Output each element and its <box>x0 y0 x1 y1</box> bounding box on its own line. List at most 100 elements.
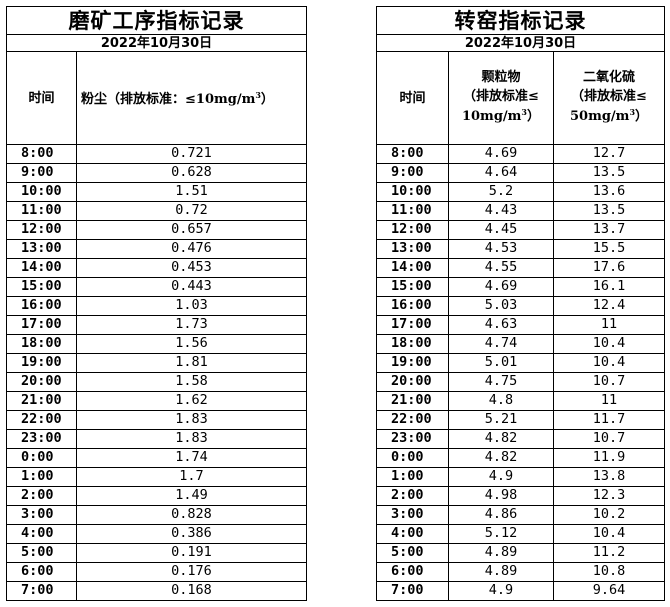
time-cell: 19:00 <box>6 353 77 373</box>
particulate-value-cell: 4.69 <box>448 277 554 297</box>
table-row: 2:00 4.98 12.3 <box>376 486 666 506</box>
so2-value-cell: 11 <box>552 315 666 335</box>
particulate-value-cell: 4.43 <box>448 201 554 221</box>
table-row: 6:00 0.176 <box>6 562 307 582</box>
time-column-header: 时间 <box>6 51 77 145</box>
table-row: 21:00 4.8 11 <box>376 391 666 411</box>
so2-value-cell: 10.4 <box>552 334 666 354</box>
so2-value-cell: 11.2 <box>552 543 666 563</box>
time-cell: 21:00 <box>376 391 449 411</box>
table-row: 9:00 4.64 13.5 <box>376 163 666 183</box>
particulate-value-cell: 5.03 <box>448 296 554 316</box>
so2-value-cell: 11.9 <box>552 448 666 468</box>
time-cell: 2:00 <box>376 486 449 506</box>
time-cell: 17:00 <box>376 315 449 335</box>
time-cell: 13:00 <box>6 239 77 259</box>
so2-value-cell: 10.4 <box>552 524 666 544</box>
time-cell: 14:00 <box>376 258 449 278</box>
dust-value-cell: 0.386 <box>76 524 307 544</box>
dust-value-cell: 0.191 <box>76 543 307 563</box>
particulate-value-cell: 5.01 <box>448 353 554 373</box>
table-row: 12:00 0.657 <box>6 220 307 240</box>
time-cell: 6:00 <box>376 562 449 582</box>
table-row: 3:00 0.828 <box>6 505 307 525</box>
time-cell: 22:00 <box>6 410 77 430</box>
so2-column-header: 二氧化硫 （排放标准≤ 50mg/m3） <box>552 51 666 145</box>
time-cell: 13:00 <box>376 239 449 259</box>
table-row: 16:00 1.03 <box>6 296 307 316</box>
time-cell: 9:00 <box>376 163 449 183</box>
so2-value-cell: 13.6 <box>552 182 666 202</box>
particulate-value-cell: 5.2 <box>448 182 554 202</box>
table-row: 10:00 5.2 13.6 <box>376 182 666 202</box>
dust-value-cell: 1.81 <box>76 353 307 373</box>
particulate-value-cell: 4.82 <box>448 429 554 449</box>
time-cell: 14:00 <box>6 258 77 278</box>
table-row: 11:00 0.72 <box>6 201 307 221</box>
table-row: 0:00 1.74 <box>6 448 307 468</box>
dust-value-cell: 1.62 <box>76 391 307 411</box>
table-row: 8:00 0.721 <box>6 144 307 164</box>
so2-value-cell: 10.7 <box>552 372 666 392</box>
table-row: 22:00 1.83 <box>6 410 307 430</box>
table-row: 17:00 1.73 <box>6 315 307 335</box>
kiln-record-table: 转窑指标记录 2022年10月30日 时间 颗粒物 （排放标准≤ 10mg/m3） … <box>375 6 666 601</box>
table-row: 2:00 1.49 <box>6 486 307 506</box>
time-cell: 7:00 <box>376 581 449 601</box>
so2-value-cell: 17.6 <box>552 258 666 278</box>
so2-value-cell: 10.8 <box>552 562 666 582</box>
particulate-value-cell: 4.75 <box>448 372 554 392</box>
time-cell: 8:00 <box>376 144 449 164</box>
dust-value-cell: 1.51 <box>76 182 307 202</box>
table-row: 7:00 0.168 <box>6 581 307 601</box>
so2-value-cell: 10.7 <box>552 429 666 449</box>
time-cell: 9:00 <box>6 163 77 183</box>
so2-value-cell: 13.8 <box>552 467 666 487</box>
dust-value-cell: 0.168 <box>76 581 307 601</box>
time-cell: 11:00 <box>6 201 77 221</box>
time-cell: 6:00 <box>6 562 77 582</box>
particulate-value-cell: 4.8 <box>448 391 554 411</box>
particulate-value-cell: 4.9 <box>448 467 554 487</box>
table-row: 13:00 0.476 <box>6 239 307 259</box>
dust-value-cell: 0.657 <box>76 220 307 240</box>
table-row: 19:00 5.01 10.4 <box>376 353 666 373</box>
table-row: 14:00 4.55 17.6 <box>376 258 666 278</box>
dust-header-unit-superscript: 3 <box>255 89 261 100</box>
time-cell: 21:00 <box>6 391 77 411</box>
time-cell: 20:00 <box>6 372 77 392</box>
dust-value-cell: 1.56 <box>76 334 307 354</box>
table-row: 14:00 0.453 <box>6 258 307 278</box>
so2-value-cell: 13.5 <box>552 163 666 183</box>
table-row: 12:00 4.45 13.7 <box>376 220 666 240</box>
particulate-header-close: ） <box>527 108 541 124</box>
time-cell: 18:00 <box>6 334 77 354</box>
table-row: 18:00 1.56 <box>6 334 307 354</box>
kiln-table-title: 转窑指标记录 <box>375 6 666 35</box>
so2-value-cell: 10.4 <box>552 353 666 373</box>
particulate-value-cell: 4.82 <box>448 448 554 468</box>
grinding-table-title: 磨矿工序指标记录 <box>6 6 307 35</box>
table-row: 9:00 0.628 <box>6 163 307 183</box>
table-row: 17:00 4.63 11 <box>376 315 666 335</box>
time-cell: 23:00 <box>6 429 77 449</box>
table-row: 22:00 5.21 11.7 <box>376 410 666 430</box>
so2-value-cell: 13.5 <box>552 201 666 221</box>
time-cell: 12:00 <box>376 220 449 240</box>
dust-value-cell: 1.74 <box>76 448 307 468</box>
table-row: 20:00 4.75 10.7 <box>376 372 666 392</box>
particulate-value-cell: 4.89 <box>448 562 554 582</box>
particulate-column-header: 颗粒物 （排放标准≤ 10mg/m3） <box>448 51 554 145</box>
time-cell: 18:00 <box>376 334 449 354</box>
time-cell: 11:00 <box>376 201 449 221</box>
particulate-header-superscript: 3 <box>521 106 527 117</box>
dust-value-cell: 1.73 <box>76 315 307 335</box>
time-cell: 19:00 <box>376 353 449 373</box>
particulate-header-line1: 颗粒物 <box>481 70 521 86</box>
grinding-table-date: 2022年10月30日 <box>6 34 307 52</box>
particulate-value-cell: 4.45 <box>448 220 554 240</box>
so2-value-cell: 9.64 <box>552 581 666 601</box>
so2-value-cell: 10.2 <box>552 505 666 525</box>
so2-value-cell: 15.5 <box>552 239 666 259</box>
so2-value-cell: 12.4 <box>552 296 666 316</box>
